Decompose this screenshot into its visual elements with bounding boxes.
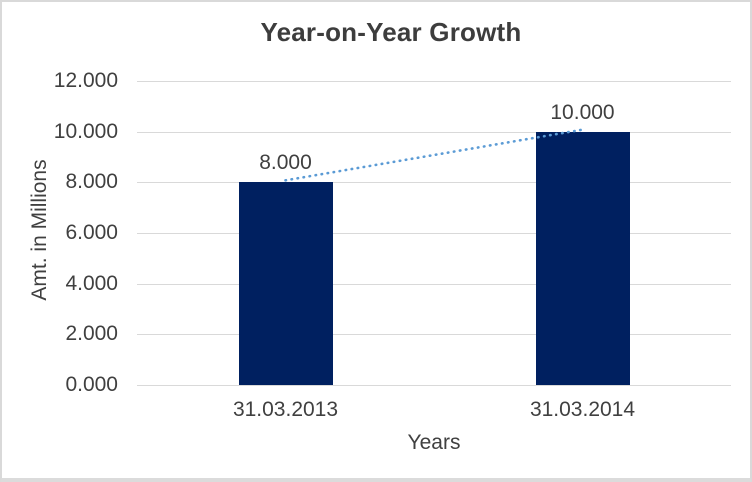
y-axis-tick-label: 2.000 [65, 322, 118, 346]
chart-title: Year-on-Year Growth [260, 17, 522, 47]
x-axis-tick-label: 31.03.2013 [232, 398, 339, 421]
gridline [137, 131, 731, 133]
gridline [137, 233, 731, 234]
data-label: 10.000 [550, 100, 615, 124]
y-axis-tick-label: 10.000 [53, 119, 118, 143]
y-axis-title: Amt. in Millions [28, 159, 51, 301]
x-axis-title: Years [407, 431, 461, 454]
y-axis-tick-label: 6.000 [65, 221, 118, 244]
y-axis-tick-label: 4.000 [65, 271, 118, 295]
gridline [137, 182, 731, 184]
data-label: 8.000 [259, 151, 312, 175]
gridline [137, 334, 731, 336]
y-axis-tick-label: 12.000 [53, 69, 118, 92]
bar-31-03-2014 [535, 131, 630, 385]
gridline [137, 385, 731, 386]
gridline [137, 81, 731, 82]
bar-31-03-2013 [238, 182, 333, 385]
y-axis-tick-label: 0.000 [65, 373, 118, 396]
gridline [137, 283, 731, 285]
x-axis-tick-label: 31.03.2014 [529, 398, 636, 421]
y-axis-tick-label: 8.000 [65, 170, 118, 194]
